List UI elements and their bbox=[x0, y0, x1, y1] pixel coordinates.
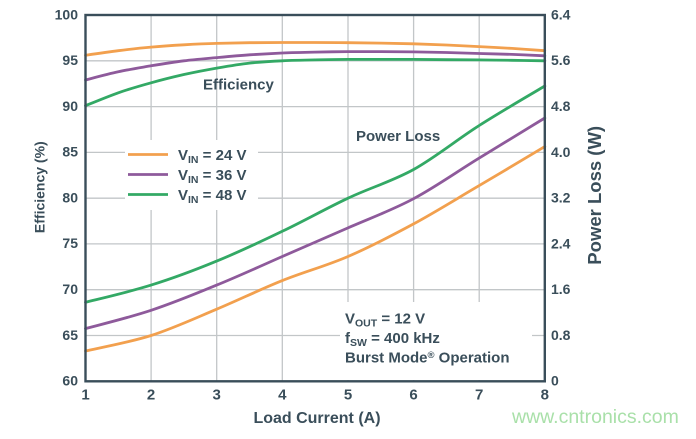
svg-text:90: 90 bbox=[62, 98, 78, 114]
svg-text:3: 3 bbox=[213, 387, 221, 404]
svg-text:70: 70 bbox=[62, 281, 78, 297]
svg-text:Efficiency (%): Efficiency (%) bbox=[32, 141, 48, 233]
svg-text:5.6: 5.6 bbox=[551, 52, 571, 68]
svg-text:5: 5 bbox=[344, 387, 352, 404]
svg-text:2: 2 bbox=[147, 387, 155, 404]
svg-text:VIN = 48 V: VIN = 48 V bbox=[178, 187, 246, 206]
svg-text:80: 80 bbox=[62, 190, 78, 206]
svg-text:100: 100 bbox=[55, 6, 79, 22]
svg-text:Load Current (A): Load Current (A) bbox=[253, 410, 380, 427]
svg-text:fSW = 400 kHz: fSW = 400 kHz bbox=[345, 330, 440, 349]
svg-text:6: 6 bbox=[409, 387, 417, 404]
svg-text:60: 60 bbox=[62, 373, 78, 389]
svg-text:3.2: 3.2 bbox=[551, 190, 571, 206]
svg-text:Efficiency: Efficiency bbox=[203, 77, 275, 94]
svg-text:65: 65 bbox=[62, 327, 78, 343]
svg-text:8: 8 bbox=[541, 387, 549, 404]
svg-text:2.4: 2.4 bbox=[551, 235, 571, 251]
svg-text:4.8: 4.8 bbox=[551, 98, 571, 114]
svg-text:Burst Mode® Operation: Burst Mode® Operation bbox=[345, 350, 510, 367]
svg-text:Power Loss: Power Loss bbox=[356, 128, 440, 145]
svg-text:7: 7 bbox=[475, 387, 483, 404]
svg-text:Power Loss (W): Power Loss (W) bbox=[584, 126, 605, 265]
svg-text:1: 1 bbox=[81, 387, 89, 404]
svg-text:6.4: 6.4 bbox=[551, 6, 571, 22]
svg-text:0: 0 bbox=[551, 373, 559, 389]
svg-text:85: 85 bbox=[62, 144, 78, 160]
svg-text:4.0: 4.0 bbox=[551, 144, 571, 160]
svg-text:www.cntronics.com: www.cntronics.com bbox=[511, 406, 679, 428]
svg-text:1.6: 1.6 bbox=[551, 281, 571, 297]
svg-text:75: 75 bbox=[62, 235, 78, 251]
svg-text:0.8: 0.8 bbox=[551, 327, 571, 343]
svg-text:4: 4 bbox=[278, 387, 287, 404]
svg-text:95: 95 bbox=[62, 52, 78, 68]
